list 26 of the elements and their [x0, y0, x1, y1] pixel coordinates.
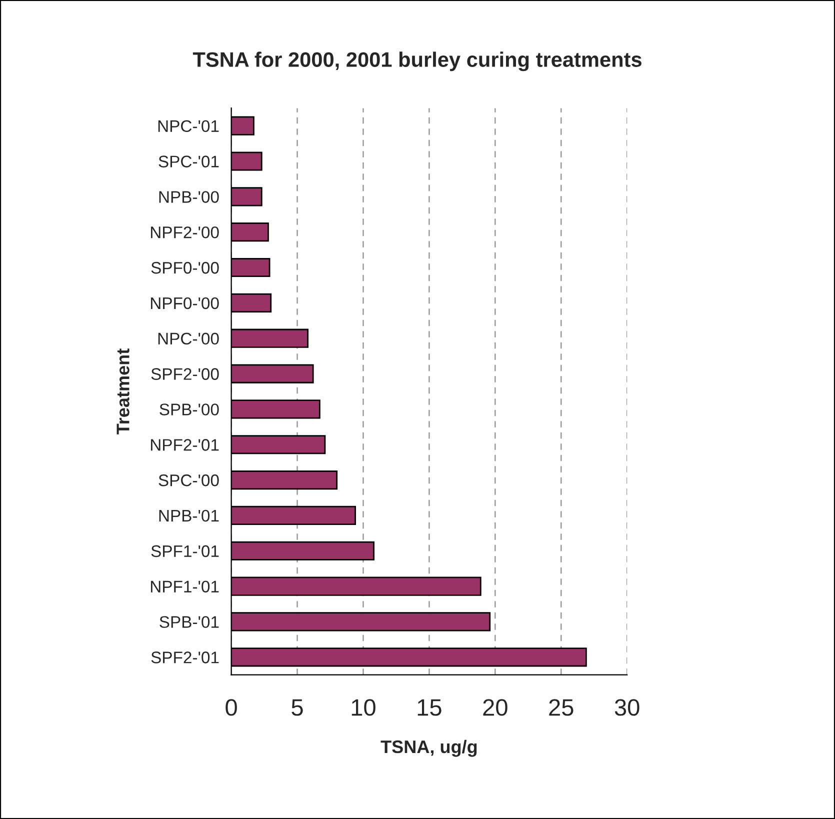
- x-tick-label: 20: [483, 699, 508, 716]
- y-tick-label: SPF0-'00: [151, 262, 219, 274]
- y-tick-label: SPF2-'00: [151, 368, 219, 380]
- y-tick-label: NPC-'01: [158, 120, 219, 132]
- x-tick-label: 30: [614, 699, 640, 716]
- y-tick-label: NPF0-'00: [150, 297, 219, 310]
- y-tick-label: SPB-'01: [160, 616, 219, 628]
- x-tick-label: 15: [418, 699, 442, 716]
- y-tick-label: NPF2-'01: [150, 439, 219, 451]
- y-tick-label: SPF1-'01: [151, 545, 219, 558]
- y-axis-title: Treatment: [116, 348, 130, 434]
- y-tick-label: SPC-'01: [158, 156, 219, 168]
- y-tick-label: NPB-'01: [159, 510, 219, 522]
- y-tick-label: NPC-'00: [158, 332, 219, 345]
- x-tick-label: 10: [352, 699, 376, 716]
- y-tick-label: SPF2-'01: [151, 652, 219, 664]
- chart-title: TSNA for 2000, 2001 burley curing treatments: [192, 52, 642, 72]
- y-tick-label: NPF2-'00: [150, 226, 219, 238]
- x-tick-label: 25: [549, 699, 574, 716]
- y-tick-label: SPB-'00: [160, 404, 219, 416]
- y-tick-label: SPC-'00: [158, 474, 219, 486]
- x-axis-title: TSNA, ug/g: [380, 740, 477, 757]
- y-tick-label: NPB-'00: [159, 191, 219, 203]
- x-tick-label: 0: [226, 699, 237, 716]
- x-tick-label: 5: [292, 699, 303, 716]
- y-tick-label: NPF1-'01: [150, 580, 219, 593]
